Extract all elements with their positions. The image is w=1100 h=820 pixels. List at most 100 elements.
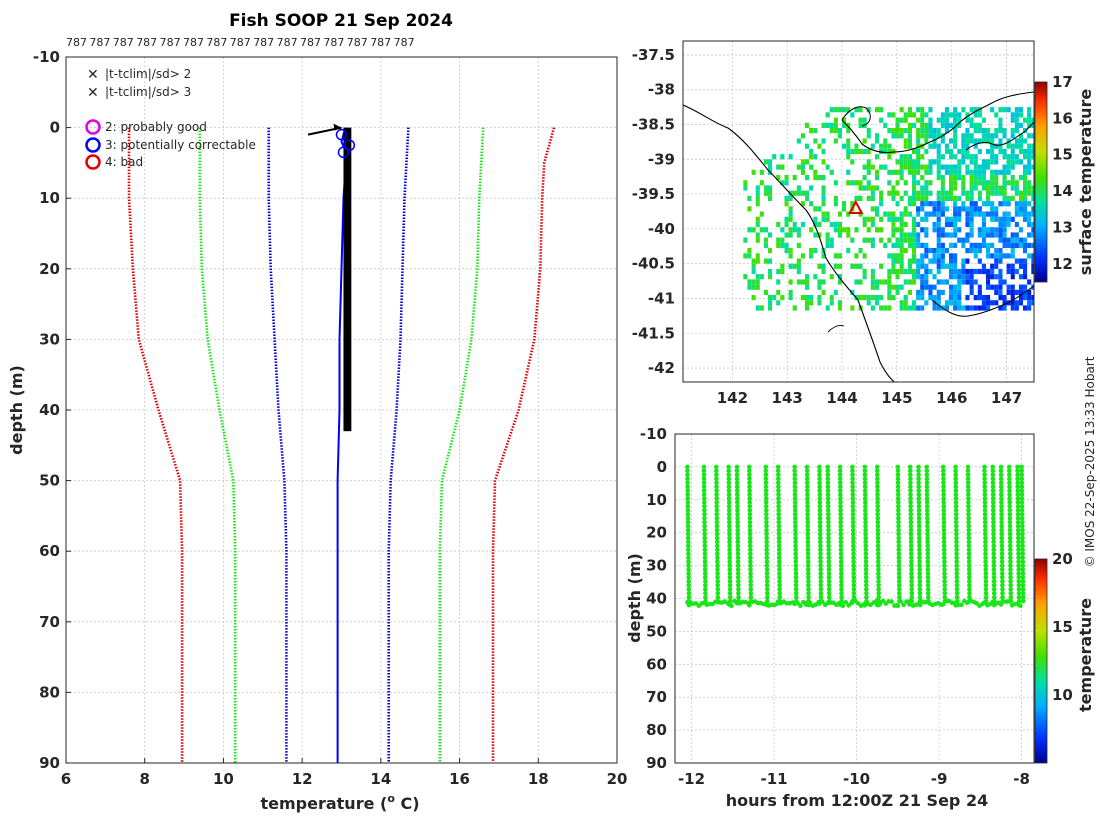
- td-point: [805, 488, 810, 493]
- td-point: [747, 488, 752, 493]
- td-point: [1007, 543, 1013, 549]
- sst-cell: [825, 242, 830, 248]
- td-point: [908, 531, 914, 537]
- sst-cell: [768, 248, 773, 254]
- td-point: [925, 563, 931, 568]
- sst-cell: [1031, 300, 1034, 306]
- sst-cell: [1031, 117, 1034, 123]
- sst-cell: [891, 112, 896, 118]
- td-point: [924, 492, 930, 497]
- sst-cell: [755, 185, 760, 191]
- td-point: [1020, 559, 1026, 564]
- sst-cell: [866, 216, 871, 222]
- td-point: [876, 563, 881, 568]
- sst-cell: [981, 232, 986, 238]
- td-point: [862, 492, 868, 497]
- sst-cell: [953, 175, 958, 181]
- td-point: [839, 594, 844, 600]
- sst-cell: [940, 232, 945, 238]
- td-point: [851, 539, 856, 545]
- sst-cell: [1006, 211, 1011, 217]
- td-point: [908, 527, 914, 533]
- sst-cell: [920, 117, 925, 123]
- td-point: [747, 480, 752, 486]
- td-point: [714, 500, 719, 505]
- td-point: [747, 519, 753, 525]
- td-y-tick-label: -10: [640, 425, 667, 443]
- td-point: [748, 567, 753, 572]
- sst-cell: [809, 201, 814, 207]
- td-point: [954, 594, 960, 600]
- td-point: [1019, 500, 1025, 505]
- td-point: [714, 523, 720, 529]
- sst-cell: [990, 148, 995, 155]
- sst-cell: [940, 248, 945, 254]
- sst-cell: [833, 117, 838, 123]
- td-point: [1018, 603, 1023, 608]
- td-point: [953, 464, 958, 470]
- sst-colorbar-tick-label: 16: [1052, 109, 1073, 127]
- sst-cell: [1014, 237, 1019, 243]
- sst-cell: [1002, 221, 1007, 228]
- sst-cell: [969, 107, 974, 113]
- sst-cell: [924, 180, 929, 186]
- sst-cell: [990, 268, 995, 275]
- td-point: [839, 567, 844, 572]
- td-point: [727, 547, 732, 553]
- td-point: [837, 472, 843, 478]
- sst-cell: [1006, 268, 1011, 275]
- td-point: [804, 464, 810, 470]
- td-point: [895, 468, 901, 474]
- sst-cell: [1014, 112, 1019, 118]
- sst-cell: [920, 305, 925, 311]
- sst-cell: [1018, 112, 1023, 118]
- td-point: [702, 571, 708, 576]
- td-point: [776, 551, 782, 557]
- td-point: [999, 504, 1004, 509]
- td-point: [941, 488, 946, 493]
- td-point: [702, 575, 708, 580]
- td-point: [908, 523, 914, 529]
- sst-cell: [912, 221, 917, 228]
- sst-cell: [981, 268, 986, 275]
- sst-cell: [924, 164, 929, 170]
- td-point: [990, 484, 996, 489]
- sst-cell: [936, 258, 941, 264]
- sst-cell: [1006, 284, 1011, 290]
- td-point: [714, 468, 719, 474]
- td-point: [735, 543, 741, 549]
- td-point: [862, 472, 868, 478]
- td-point: [825, 472, 831, 478]
- sst-cell: [940, 164, 945, 170]
- td-point: [901, 602, 906, 608]
- sst-cell: [842, 206, 847, 212]
- td-point: [764, 575, 770, 580]
- td-point: [805, 500, 810, 505]
- sst-cell: [916, 258, 921, 264]
- sst-cell: [903, 128, 908, 134]
- td-point: [714, 508, 720, 513]
- sst-cell: [813, 216, 818, 222]
- td-point: [998, 480, 1004, 486]
- sst-cell: [936, 154, 941, 160]
- sst-cell: [805, 274, 810, 280]
- td-point: [1019, 476, 1025, 482]
- sst-cell: [969, 274, 974, 280]
- td-point: [966, 488, 971, 493]
- profile-y-tick-label: -10: [33, 48, 60, 66]
- td-point: [1016, 575, 1022, 580]
- sst-cell: [953, 117, 958, 123]
- td-point: [748, 555, 753, 560]
- sst-cell: [1010, 284, 1015, 290]
- td-point: [826, 519, 831, 525]
- sst-cell: [780, 268, 785, 275]
- td-point: [1007, 496, 1012, 501]
- sst-cell: [1010, 185, 1015, 191]
- td-point: [838, 563, 844, 568]
- sst-cell: [903, 232, 908, 238]
- td-point: [702, 559, 708, 564]
- td-point: [1020, 519, 1025, 525]
- td-point: [966, 567, 972, 572]
- sst-cell: [957, 305, 962, 311]
- td-point: [966, 527, 971, 533]
